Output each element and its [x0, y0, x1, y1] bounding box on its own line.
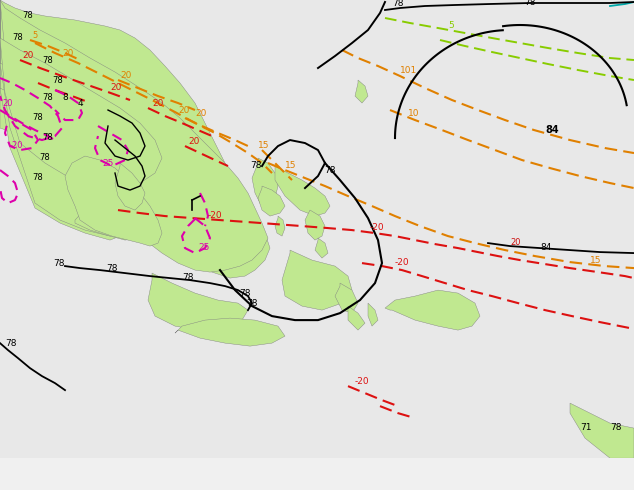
Text: -20: -20 [355, 377, 370, 386]
Text: 78: 78 [13, 33, 23, 42]
Text: -20: -20 [10, 141, 23, 150]
Text: 78: 78 [32, 173, 43, 182]
Polygon shape [0, 0, 115, 136]
Text: 20: 20 [510, 238, 521, 247]
Polygon shape [385, 290, 480, 330]
Text: 8: 8 [62, 93, 68, 102]
Polygon shape [0, 0, 162, 188]
Text: 78: 78 [23, 11, 34, 20]
Text: 20: 20 [2, 99, 13, 108]
Polygon shape [335, 283, 358, 313]
Text: 20: 20 [120, 71, 131, 80]
Text: 5: 5 [32, 31, 37, 40]
Text: 15: 15 [590, 256, 602, 265]
Polygon shape [275, 166, 330, 216]
Text: 78: 78 [53, 259, 65, 268]
Polygon shape [570, 403, 634, 458]
Text: Tu 04-06-2024 00:00 UTC (12+204): Tu 04-06-2024 00:00 UTC (12+204) [352, 465, 580, 478]
Polygon shape [0, 0, 170, 236]
Text: 84: 84 [545, 125, 559, 135]
Text: 71: 71 [580, 423, 592, 432]
Text: 20: 20 [62, 49, 74, 58]
Text: 78: 78 [42, 93, 53, 102]
Text: 101: 101 [400, 66, 417, 75]
Polygon shape [355, 80, 368, 103]
Text: 78: 78 [250, 161, 262, 170]
Text: 78: 78 [42, 133, 53, 142]
Text: -20: -20 [208, 211, 223, 220]
Polygon shape [148, 273, 248, 330]
Text: 78: 78 [392, 0, 404, 8]
Text: 84: 84 [540, 243, 552, 252]
Polygon shape [282, 250, 352, 310]
Polygon shape [65, 156, 162, 246]
Text: 20: 20 [178, 106, 190, 115]
Text: 5: 5 [448, 21, 454, 30]
Polygon shape [258, 186, 285, 216]
Text: 10: 10 [408, 109, 420, 118]
Text: 4: 4 [78, 99, 84, 108]
Polygon shape [348, 306, 365, 330]
Text: 78: 78 [32, 113, 43, 122]
Text: 78: 78 [53, 76, 63, 85]
Polygon shape [175, 318, 285, 346]
Polygon shape [115, 163, 145, 210]
Text: 20: 20 [152, 99, 164, 108]
Polygon shape [305, 260, 318, 283]
Text: 20: 20 [22, 51, 34, 60]
Polygon shape [0, 0, 180, 240]
Text: ©weatheronline.co.uk: ©weatheronline.co.uk [436, 476, 561, 486]
Polygon shape [0, 0, 268, 272]
Text: 20: 20 [188, 137, 199, 146]
Text: 78: 78 [182, 273, 194, 282]
Text: 25: 25 [198, 243, 209, 252]
Polygon shape [315, 238, 328, 258]
Polygon shape [0, 0, 270, 278]
Text: 15: 15 [258, 141, 269, 150]
Text: -20: -20 [395, 258, 410, 267]
Polygon shape [75, 190, 152, 240]
Text: 25: 25 [102, 159, 113, 168]
Text: 15: 15 [285, 161, 297, 170]
Text: 78: 78 [324, 166, 336, 175]
Text: 78: 78 [107, 264, 118, 273]
Text: 78: 78 [610, 423, 621, 432]
Polygon shape [275, 216, 285, 236]
Polygon shape [305, 210, 325, 240]
Text: 78: 78 [246, 299, 258, 308]
Text: 78: 78 [39, 153, 50, 162]
Text: -20: -20 [370, 223, 385, 232]
Text: 78: 78 [524, 0, 536, 7]
Polygon shape [368, 303, 378, 326]
Text: 20: 20 [195, 109, 207, 118]
Text: 20: 20 [110, 83, 121, 92]
Polygon shape [252, 158, 278, 206]
Text: Height/Temp. 925 hPa [gdpm] ECMWF: Height/Temp. 925 hPa [gdpm] ECMWF [5, 465, 240, 478]
Text: 78: 78 [239, 289, 251, 298]
Text: 78: 78 [5, 339, 16, 348]
Text: 78: 78 [42, 56, 53, 65]
